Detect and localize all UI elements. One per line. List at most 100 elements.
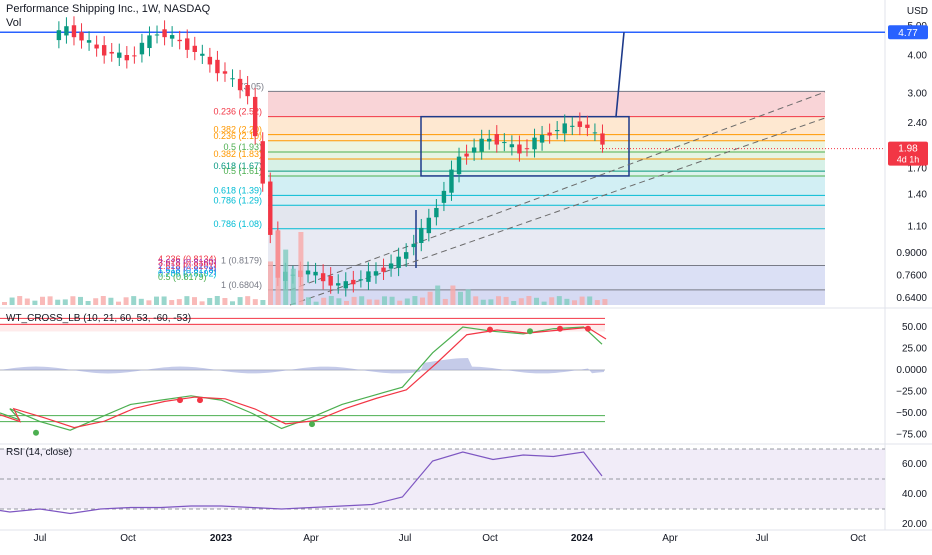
volume-bar bbox=[245, 296, 251, 305]
fib-level-label: 0.618 (1.67) bbox=[213, 161, 262, 171]
price-axis-tick: 3.00 bbox=[908, 89, 928, 100]
volume-bar bbox=[169, 300, 175, 305]
candle-body bbox=[509, 144, 515, 148]
candle-body bbox=[358, 279, 364, 281]
volume-bar bbox=[2, 302, 7, 305]
fib-extension-label: 0.5 (0.8179) bbox=[158, 272, 207, 282]
fib-level-label: 1 (0.8179) bbox=[221, 256, 262, 266]
candle-body bbox=[328, 275, 333, 286]
volume-bar bbox=[176, 299, 182, 305]
candle-body bbox=[252, 96, 258, 137]
range-rectangle bbox=[420, 115, 630, 177]
candle-body bbox=[147, 35, 152, 49]
wt-axis-tick: −75.00 bbox=[896, 430, 927, 441]
wt-momentum-area bbox=[0, 357, 604, 374]
fib-extension-label: 4.236 (0.8134) bbox=[158, 254, 217, 264]
fib-zone bbox=[268, 175, 825, 196]
candle-body bbox=[396, 256, 401, 268]
candle-body bbox=[71, 25, 77, 38]
wt1-line bbox=[0, 326, 603, 431]
candle-body bbox=[79, 32, 84, 41]
last-price-label: 1.98 bbox=[898, 144, 918, 155]
volume-bar bbox=[62, 299, 68, 305]
fib-zone bbox=[268, 171, 825, 176]
volume-bar bbox=[526, 296, 532, 305]
candle-body bbox=[154, 34, 160, 36]
volume-bar bbox=[123, 297, 129, 305]
candle-body bbox=[94, 44, 99, 49]
volume-bar bbox=[100, 296, 106, 305]
volume-bar bbox=[283, 249, 289, 305]
volume-bar bbox=[207, 297, 213, 305]
wt-cross-dot bbox=[585, 325, 591, 332]
volume-bar bbox=[435, 285, 441, 305]
volume-bar bbox=[465, 289, 471, 305]
candle-body bbox=[313, 271, 318, 276]
volume-bar bbox=[336, 298, 342, 305]
volume-bar bbox=[275, 230, 281, 305]
volume-bar bbox=[473, 296, 479, 305]
volume-bar bbox=[298, 231, 304, 305]
candle-body bbox=[64, 26, 69, 36]
wt-cross-title[interactable]: WT_CROSS_LB (10, 21, 60, 53, -60, -53) bbox=[6, 313, 192, 324]
volume-bar bbox=[70, 296, 76, 305]
volume-bar bbox=[404, 298, 410, 305]
volume-bar bbox=[192, 297, 197, 305]
candle-body bbox=[570, 125, 575, 127]
candle-body bbox=[456, 156, 462, 175]
volume-bar bbox=[17, 296, 23, 305]
volume-bar bbox=[138, 298, 144, 305]
volume-bar bbox=[412, 296, 418, 305]
price-axis-tick: 0.7600 bbox=[896, 270, 927, 281]
volume-bar bbox=[9, 297, 15, 305]
volume-bar bbox=[534, 297, 539, 305]
candle-body bbox=[592, 132, 598, 134]
candle-body bbox=[366, 271, 371, 282]
rsi-title[interactable]: RSI (14, close) bbox=[6, 447, 73, 458]
candle-body bbox=[101, 45, 107, 56]
candle-body bbox=[494, 134, 499, 145]
candle-body bbox=[585, 124, 590, 128]
price-axis-tick: 0.6400 bbox=[896, 293, 927, 304]
candle-body bbox=[426, 217, 432, 234]
price-axis-tick: 1.40 bbox=[908, 189, 928, 200]
volume-bar bbox=[458, 291, 463, 305]
fib-level-label: 0.786 (1.08) bbox=[213, 219, 262, 229]
fib-zone bbox=[268, 140, 825, 152]
candle-body bbox=[268, 181, 273, 235]
volume-bar bbox=[116, 301, 121, 305]
volume-bar bbox=[214, 296, 220, 305]
time-axis-label: Oct bbox=[482, 533, 498, 544]
candle-body bbox=[139, 42, 145, 55]
volume-bar bbox=[382, 296, 387, 305]
volume-bar bbox=[154, 296, 159, 305]
volume-bar bbox=[230, 301, 235, 305]
fib-level-label: 0.5 (1.93) bbox=[223, 142, 262, 152]
symbol-title[interactable]: Performance Shipping Inc., 1W, NASDAQ bbox=[6, 3, 211, 15]
candle-body bbox=[411, 243, 416, 248]
price-axis-tick: 1.70 bbox=[908, 164, 928, 175]
volume-bar bbox=[222, 298, 228, 305]
volume-bar bbox=[374, 299, 380, 305]
wt-cross-dot bbox=[177, 397, 183, 404]
volume-bar bbox=[359, 296, 365, 305]
candle-body bbox=[381, 267, 386, 272]
candle-body bbox=[464, 153, 469, 157]
wt-axis-tick: −50.00 bbox=[896, 408, 927, 419]
candle-body bbox=[487, 138, 492, 142]
wt-axis-tick: −25.00 bbox=[896, 387, 927, 398]
wt-cross-dot bbox=[527, 328, 533, 335]
currency-label[interactable]: USD bbox=[906, 6, 928, 17]
volume-bar bbox=[397, 300, 403, 305]
volume-bar bbox=[131, 296, 137, 305]
fib-zone bbox=[268, 158, 825, 172]
volume-bar bbox=[351, 296, 357, 305]
time-axis-label: Jul bbox=[756, 533, 769, 544]
volume-bar bbox=[252, 299, 258, 305]
hline-price-tag bbox=[888, 25, 928, 40]
candle-body bbox=[162, 29, 167, 38]
time-axis-label: Apr bbox=[303, 533, 319, 544]
volume-bar bbox=[602, 299, 608, 305]
